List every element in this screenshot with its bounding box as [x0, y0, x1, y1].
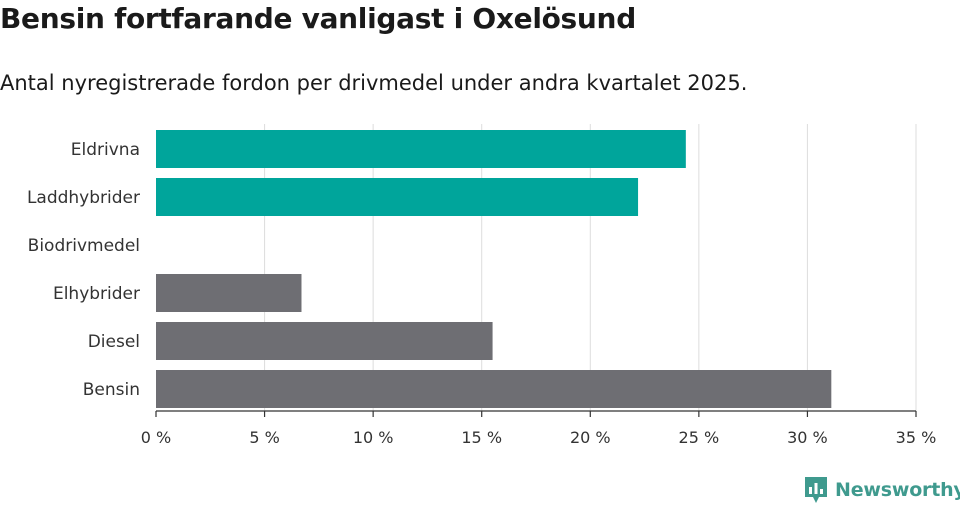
bar — [156, 178, 639, 216]
x-tick-label: 35 % — [896, 428, 937, 447]
category-label: Elhybrider — [53, 284, 140, 304]
category-label: Biodrivmedel — [28, 236, 140, 256]
brand: Newsworthy — [803, 474, 960, 506]
chart-title: Bensin fortfarande vanligast i Oxelösund — [0, 2, 636, 35]
x-tick-label: 30 % — [787, 428, 828, 447]
x-tick-label: 5 % — [249, 428, 279, 447]
x-tick-label: 25 % — [679, 428, 720, 447]
category-label: Laddhybrider — [27, 188, 140, 208]
category-label: Bensin — [83, 380, 140, 400]
x-tick-label: 20 % — [570, 428, 611, 447]
category-label: Diesel — [88, 332, 140, 352]
bar — [156, 370, 832, 408]
brand-name: Newsworthy — [835, 479, 960, 501]
category-label: Eldrivna — [71, 140, 140, 160]
chart-subtitle: Antal nyregistrerade fordon per drivmede… — [0, 71, 748, 95]
x-tick-label: 0 % — [141, 428, 171, 447]
bar — [156, 322, 493, 360]
newsworthy-logo-icon — [805, 477, 827, 503]
bar — [156, 130, 686, 168]
x-tick-label: 10 % — [353, 428, 394, 447]
x-tick-label: 15 % — [461, 428, 502, 447]
bar — [156, 274, 302, 312]
